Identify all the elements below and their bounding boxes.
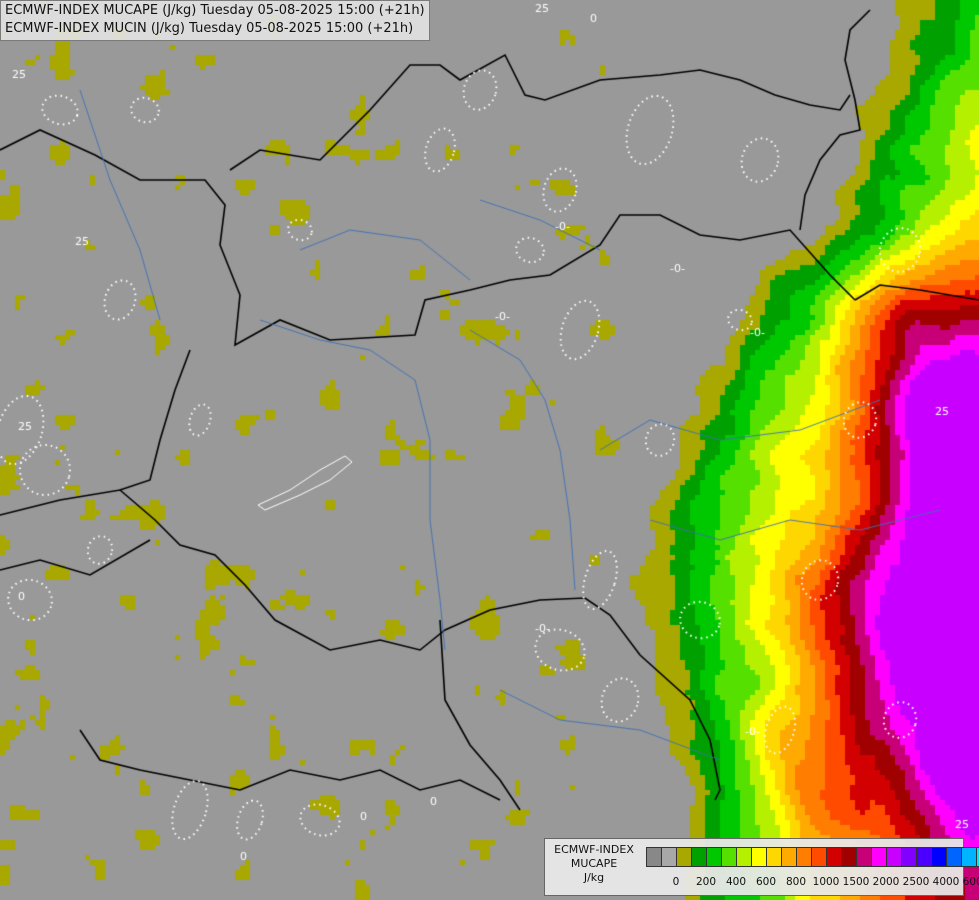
legend-swatch: [917, 848, 932, 866]
legend-tick-label: 0: [672, 876, 680, 888]
legend-swatch: [887, 848, 902, 866]
legend-swatch: [692, 848, 707, 866]
legend-parameter: MUCAPE: [570, 857, 618, 870]
legend-swatch: [662, 848, 677, 866]
legend-tick-label: 400: [725, 876, 747, 888]
legend-title: ECMWF-INDEX MUCAPE J/kg: [545, 843, 643, 885]
legend-tick-label: 600: [755, 876, 777, 888]
legend-tick-label: 4000: [932, 876, 960, 888]
legend-colorbar: [646, 847, 979, 867]
legend-swatch: [707, 848, 722, 866]
legend-tick-label: 200: [695, 876, 717, 888]
legend-swatch: [872, 848, 887, 866]
legend-tick-label: 1500: [842, 876, 870, 888]
legend-ticks: 0 200 400 600 800 100015002000250040006000: [545, 876, 979, 890]
legend-tick-label: 6000: [962, 876, 979, 888]
legend-swatch: [932, 848, 947, 866]
legend-swatch: [647, 848, 662, 866]
legend-unit: J/kg: [583, 871, 605, 884]
legend-swatch: [857, 848, 872, 866]
title-mucin: ECMWF-INDEX MUCIN (J/kg) Tuesday 05-08-2…: [5, 21, 414, 36]
legend-swatch: [782, 848, 797, 866]
legend-tick-label: 2500: [902, 876, 930, 888]
legend-swatch: [677, 848, 692, 866]
legend-swatch: [962, 848, 977, 866]
legend-swatch: [737, 848, 752, 866]
legend-swatch: [947, 848, 962, 866]
legend-swatch: [752, 848, 767, 866]
legend-swatch: [812, 848, 827, 866]
legend-tick-label: 800: [785, 876, 807, 888]
legend-tick-label: 2000: [872, 876, 900, 888]
legend-swatch: [722, 848, 737, 866]
color-legend: ECMWF-INDEX MUCAPE J/kg 0 200 400 600 800 100…: [544, 838, 979, 896]
legend-swatch: [797, 848, 812, 866]
legend-swatch: [767, 848, 782, 866]
legend-swatch: [902, 848, 917, 866]
title-mucape: ECMWF-INDEX MUCAPE (J/kg) Tuesday 05-08-…: [5, 3, 425, 18]
legend-tick-label: 1000: [812, 876, 840, 888]
map-title: ECMWF-INDEX MUCAPE (J/kg) Tuesday 05-08-…: [0, 0, 430, 41]
legend-model: ECMWF-INDEX: [554, 843, 634, 856]
legend-swatch: [977, 848, 979, 866]
legend-swatch: [827, 848, 842, 866]
legend-swatch: [842, 848, 857, 866]
